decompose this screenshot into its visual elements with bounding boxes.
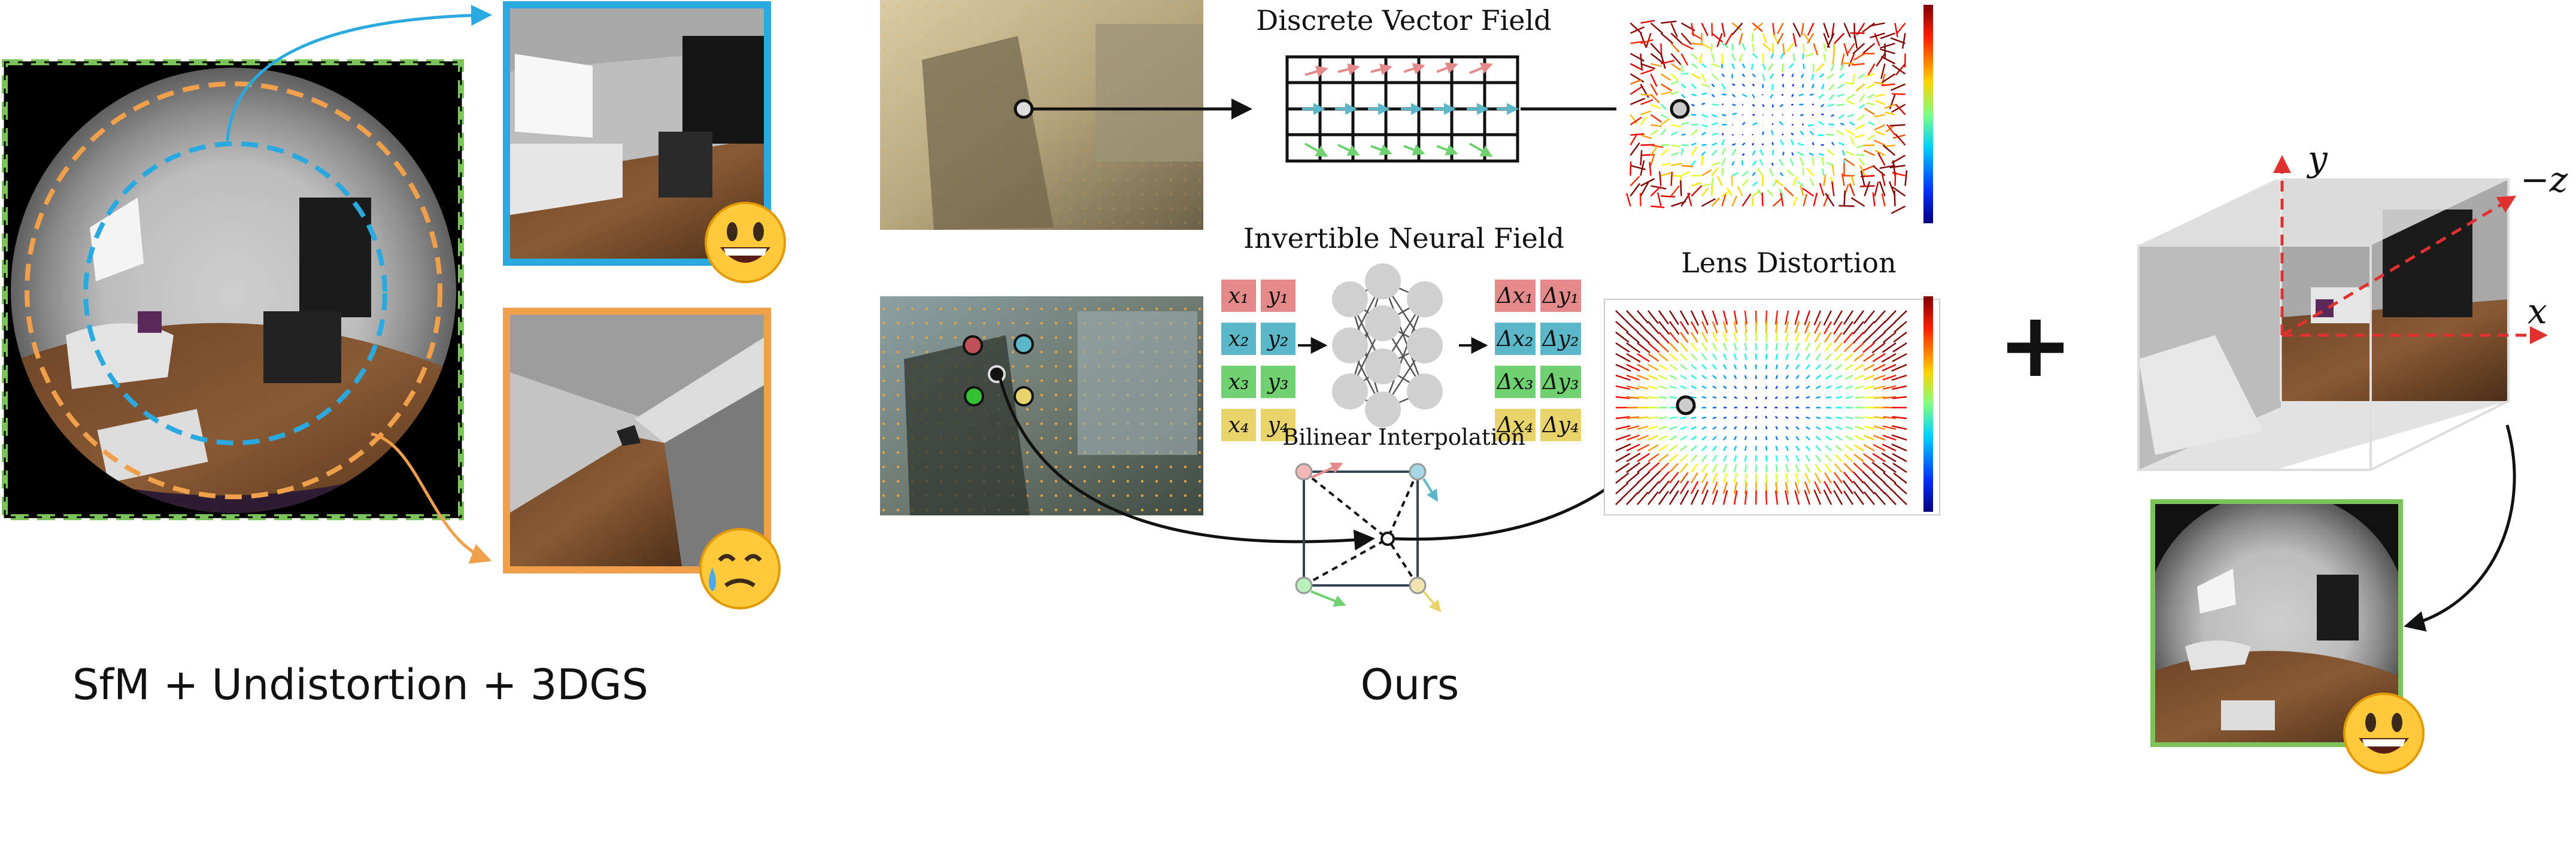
nn-node	[1407, 327, 1443, 363]
coord-label: Δx₂	[1496, 327, 1534, 351]
coord-cell	[1495, 409, 1536, 441]
nn-node	[1365, 348, 1401, 384]
nn-node	[1407, 281, 1443, 317]
coord-label: Δx₁	[1496, 284, 1534, 308]
scene-cube	[2137, 178, 2510, 471]
coord-label: x₃	[1228, 370, 1249, 394]
coord-label: y₄	[1267, 413, 1289, 438]
nn-node	[1332, 327, 1368, 363]
nn-node	[1332, 374, 1368, 409]
coord-cell	[1261, 366, 1295, 398]
orange-crop-arrow	[371, 432, 492, 564]
distorted-photo-top	[880, 0, 1203, 230]
coord-label: Δx₄	[1496, 413, 1534, 438]
coord-label: Δy₁	[1542, 284, 1579, 308]
undistorted-center-crop	[503, 1, 771, 266]
lens-distortion-quiver-plot	[1604, 296, 1940, 515]
coord-label: Δy₃	[1542, 370, 1579, 394]
discrete-vector-field-title: Discrete Vector Field	[1256, 4, 1551, 37]
query-point-distortion	[1676, 395, 1696, 415]
axis-label-neg-z: −z	[2520, 159, 2568, 200]
coord-label: y₂	[1267, 327, 1289, 351]
coord-label: Δy₂	[1542, 327, 1579, 351]
coord-cell	[1540, 280, 1581, 312]
coord-label: Δy₄	[1542, 413, 1579, 438]
coord-cell	[1261, 409, 1295, 441]
ours-panel: Discrete Vector Field	[880, 0, 1940, 709]
bilinear-interpolation-title: Bilinear Interpolation	[1282, 424, 1525, 450]
coord-cell	[1540, 366, 1581, 398]
coord-label: x₁	[1228, 284, 1249, 308]
nn-node	[1365, 391, 1401, 427]
bilinear-interpolation-diagram	[1295, 462, 1442, 613]
coord-cell	[1495, 323, 1536, 355]
query-point-top	[1014, 99, 1034, 119]
arrow-photo-to-bilinear	[998, 377, 1375, 551]
fisheye-input-image	[2, 59, 464, 520]
nn-node	[1332, 281, 1368, 317]
blue-crop-arrow	[226, 5, 492, 141]
nn-node	[1365, 305, 1401, 341]
coord-label: x₂	[1228, 327, 1249, 351]
ours-caption: Ours	[1361, 660, 1460, 709]
arrow-cube-to-render	[2404, 424, 2516, 632]
coord-cell	[1261, 280, 1295, 312]
plus-sign: +	[1998, 293, 2073, 397]
coord-label: x₄	[1228, 413, 1249, 438]
nn-node	[1407, 374, 1443, 409]
axis-label-y: y	[2306, 138, 2328, 179]
coord-cell	[1540, 323, 1581, 355]
coord-label: y₃	[1267, 370, 1289, 394]
coord-cell	[1540, 409, 1581, 441]
input-coordinates-table: x₁ y₁ x₂ y₂ x₃ y₃ x₄ y₄	[1221, 280, 1295, 441]
baseline-caption: SfM + Undistortion + 3DGS	[72, 660, 648, 709]
orange-crop-circle	[25, 81, 442, 499]
coord-cell	[1221, 323, 1256, 355]
grinning-face-icon	[705, 202, 786, 283]
coord-cell	[1261, 323, 1295, 355]
undistorted-wide-crop	[503, 308, 771, 573]
coord-cell	[1495, 366, 1536, 398]
axis-label-x: x	[2528, 291, 2547, 332]
baseline-panel: SfM + Undistortion + 3DGS	[2, 1, 786, 709]
invertible-neural-field-title: Invertible Neural Field	[1243, 222, 1564, 254]
discrete-field-quiver-plot	[1616, 5, 1933, 223]
invertible-neural-network-icon	[1332, 263, 1443, 427]
sad-but-relieved-face-icon	[699, 528, 781, 609]
lens-distortion-title: Lens Distortion	[1681, 247, 1897, 279]
coord-cell	[1221, 366, 1256, 398]
rendered-fisheye-output	[2150, 499, 2403, 747]
coord-label: y₁	[1267, 284, 1289, 308]
distorted-photo-bottom	[880, 296, 1203, 515]
blue-crop-circle	[83, 141, 387, 445]
coord-cell	[1495, 280, 1536, 312]
nn-node	[1365, 263, 1401, 299]
coord-label: Δx₃	[1496, 370, 1534, 394]
scene-cube-panel: y −z x	[2137, 138, 2568, 774]
grid-vectors	[1302, 62, 1519, 157]
coord-cell	[1221, 280, 1256, 312]
query-point-top-field	[1670, 99, 1690, 119]
grinning-face-icon	[2343, 693, 2425, 774]
coord-cell	[1221, 409, 1256, 441]
camera-axes	[2273, 155, 2548, 344]
output-offsets-table: Δx₁ Δy₁ Δx₂ Δy₂ Δx₃ Δy₃ Δx₄ Δy₄	[1495, 280, 1581, 441]
